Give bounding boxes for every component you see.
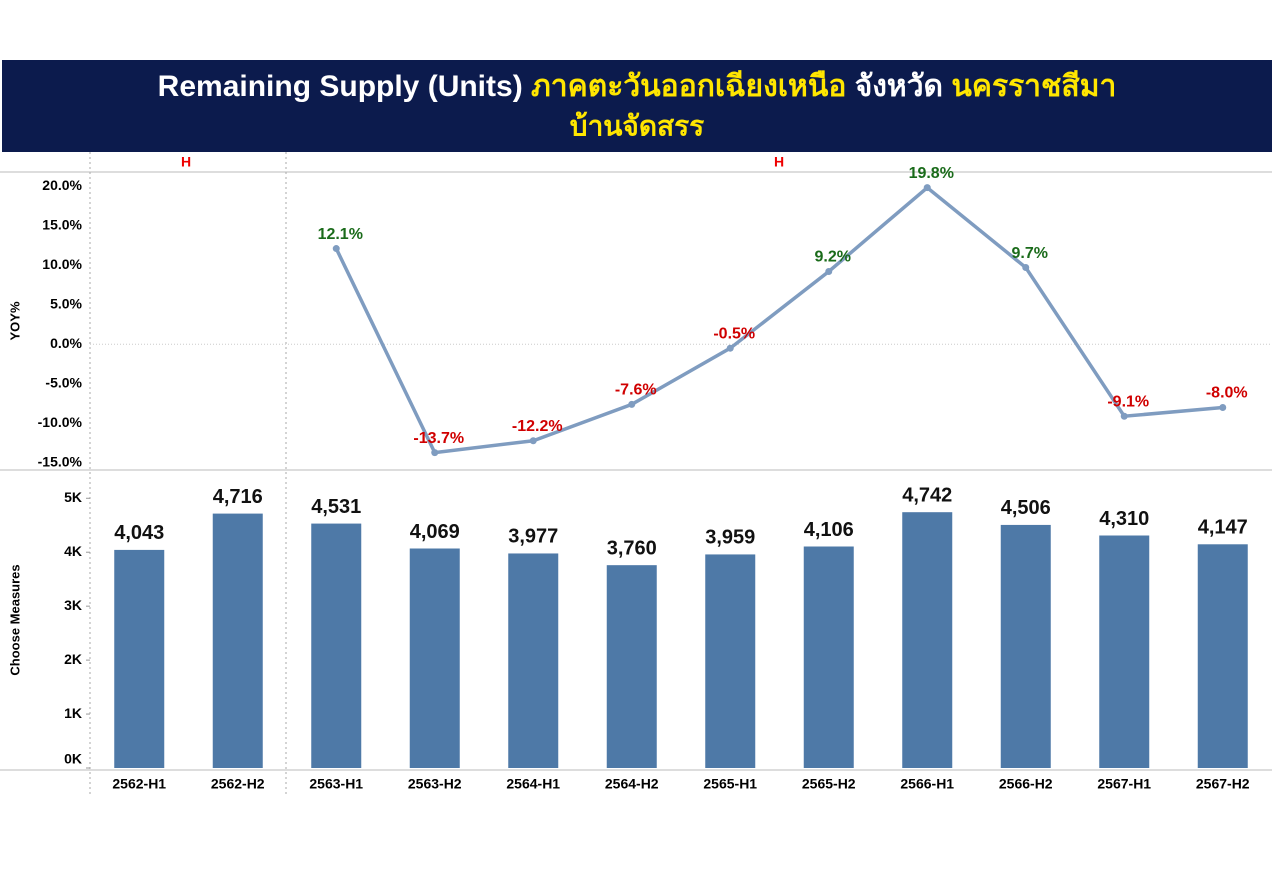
y-tick-label: 1K (64, 705, 82, 721)
data-label: 4,742 (902, 484, 952, 506)
data-label: 9.2% (815, 249, 851, 266)
x-tick-label: 2565-H2 (802, 776, 856, 792)
data-label: 9.7% (1012, 245, 1048, 262)
y-tick-label: 3K (64, 597, 82, 613)
data-label: -12.2% (512, 418, 563, 435)
x-tick-label: 2562-H2 (211, 776, 265, 792)
bar (311, 523, 362, 768)
x-tick-label: 2566-H1 (900, 776, 954, 792)
data-label: -0.5% (713, 325, 755, 342)
x-tick-label: 2566-H2 (999, 776, 1053, 792)
point (923, 184, 931, 192)
y-tick-label: -5.0% (45, 374, 82, 390)
x-tick-label: 2567-H2 (1196, 776, 1250, 792)
point (332, 245, 340, 253)
y-tick-label: 4K (64, 543, 82, 559)
header-title: Remaining Supply (Units) ภาคตะวันออกเฉีย… (158, 70, 1117, 103)
bar (409, 548, 460, 768)
y-tick-label: 20.0% (42, 177, 82, 193)
data-label: 4,310 (1099, 508, 1149, 530)
point (431, 449, 439, 457)
bar (705, 554, 756, 768)
x-tick-label: 2563-H1 (309, 776, 363, 792)
data-label: 4,069 (410, 521, 460, 543)
header-box (2, 60, 1272, 152)
y-axis-title: Choose Measures (7, 564, 22, 675)
title-main: Remaining Supply (Units) (158, 70, 523, 103)
bar (212, 513, 263, 768)
data-label: -7.6% (615, 382, 657, 399)
data-label: 3,977 (508, 526, 558, 548)
bar (508, 553, 559, 768)
bar (1099, 535, 1150, 768)
bar (606, 565, 657, 768)
point (1120, 412, 1128, 420)
data-label: 4,106 (804, 519, 854, 541)
x-tick-label: 2564-H2 (605, 776, 659, 792)
data-label: 3,760 (607, 537, 657, 559)
data-label: 4,147 (1198, 517, 1248, 539)
data-label: 12.1% (318, 226, 363, 243)
bar (1197, 544, 1248, 768)
data-label: 4,043 (114, 522, 164, 544)
y-tick-label: -15.0% (38, 454, 83, 470)
data-label: 3,959 (705, 527, 755, 549)
bar (1000, 524, 1051, 768)
group-label: H (181, 154, 191, 170)
data-label: 4,716 (213, 486, 263, 508)
x-tick-label: 2564-H1 (506, 776, 560, 792)
header-subtitle: บ้านจัดสรร (570, 110, 704, 141)
data-label: -8.0% (1206, 385, 1248, 402)
y-tick-label: 5K (64, 489, 82, 505)
y-tick-label: 15.0% (42, 216, 82, 232)
title-province-label: จังหวัด (855, 70, 943, 103)
y-axis-title: YOY% (7, 301, 22, 340)
point (529, 437, 537, 445)
bar (114, 549, 165, 768)
bar (803, 546, 854, 768)
y-tick-label: 0.0% (50, 335, 82, 351)
data-label: 4,506 (1001, 497, 1051, 519)
y-tick-label: 5.0% (50, 295, 82, 311)
point (1219, 404, 1227, 412)
x-tick-label: 2563-H2 (408, 776, 462, 792)
point (726, 344, 734, 352)
x-tick-label: 2565-H1 (703, 776, 757, 792)
bar (902, 512, 953, 768)
point (1022, 264, 1030, 272)
group-label: H (774, 154, 784, 170)
data-label: 19.8% (909, 165, 954, 182)
data-label: -13.7% (413, 430, 464, 447)
y-tick-label: -10.0% (38, 414, 83, 430)
x-tick-label: 2562-H1 (112, 776, 166, 792)
y-tick-label: 0K (64, 751, 82, 767)
point (628, 400, 636, 408)
x-tick-label: 2567-H1 (1097, 776, 1151, 792)
data-label: 4,531 (311, 496, 361, 518)
line (334, 185, 1223, 455)
y-tick-label: 10.0% (42, 256, 82, 272)
y-tick-label: 2K (64, 651, 82, 667)
point (825, 267, 833, 275)
title-region: ภาคตะวันออกเฉียงเหนือ (531, 70, 846, 103)
data-label: -9.1% (1107, 393, 1149, 410)
title-province: นครราชสีมา (951, 70, 1116, 103)
